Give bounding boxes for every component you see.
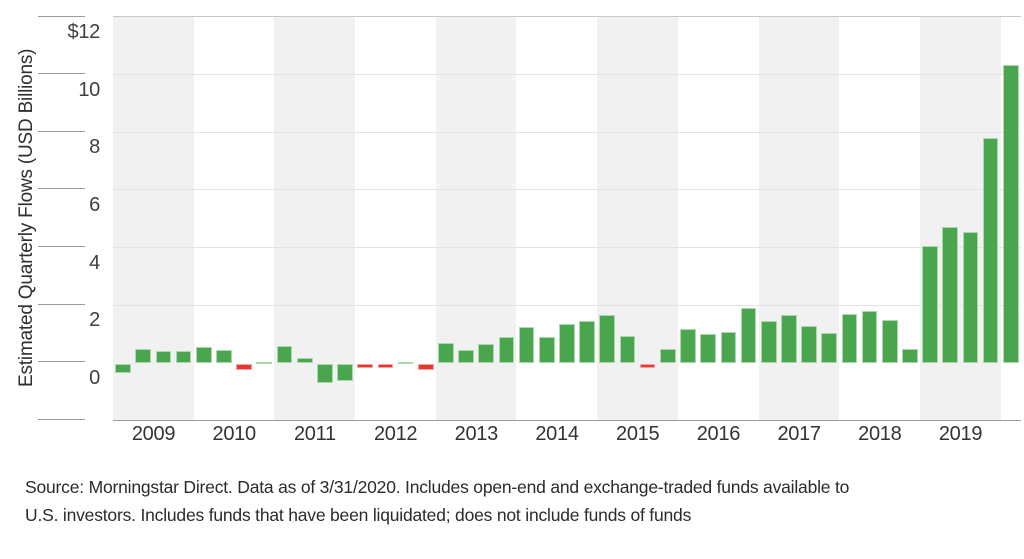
source-note: Source: Morningstar Direct. Data as of 3…: [25, 474, 1015, 529]
bar-2015-q1: [599, 315, 616, 363]
y-tick-10: [38, 73, 85, 75]
bar-2013-q3: [478, 344, 495, 363]
bar-2017-q1: [760, 321, 777, 363]
y-tick-2: [38, 303, 85, 305]
bar-2011-q4: [337, 364, 353, 382]
bar-2010-q4: [256, 361, 273, 364]
source-note-line-2: U.S. investors. Includes funds that have…: [25, 504, 692, 525]
y-tick-12: [38, 15, 85, 17]
y-tick-4: [38, 246, 85, 248]
bar-2012-q4: [417, 364, 434, 371]
y-tick-0: [38, 361, 85, 363]
bar-2018-q4: [902, 348, 918, 363]
bar-2015-q4: [659, 349, 676, 363]
bar-2017-q2: [781, 314, 797, 363]
bar-2010-q1: [195, 347, 212, 363]
bar-2012-q3: [397, 361, 414, 364]
bar-2014-q3: [559, 324, 575, 363]
x-axis-label-2016: 2016: [696, 423, 741, 445]
bar-2014-q4: [579, 321, 595, 363]
bar-2019-q3: [962, 231, 979, 363]
bar-2015-q3: [639, 364, 656, 369]
bar-2014-q2: [538, 337, 555, 363]
y-tick-label-2: 2: [89, 309, 100, 332]
y-tick-label-8: 8: [89, 136, 100, 159]
bar-2013-q2: [458, 350, 474, 363]
x-axis-label-2013: 2013: [454, 423, 499, 445]
bar-2010-q2: [216, 350, 232, 363]
bar-2017-q4: [821, 332, 838, 363]
bar-2018-q3: [881, 319, 898, 363]
y-tick-8: [38, 130, 85, 132]
bar-2010-q3: [236, 364, 252, 370]
y-tick-label-6: 6: [89, 193, 100, 216]
y-axis-title: Estimated Quarterly Flows (USD Billions): [16, 48, 37, 388]
bar-2015-q2: [619, 335, 636, 363]
bar-2019-q1: [922, 246, 938, 363]
bar-2013-q4: [498, 337, 515, 363]
bar-2016-q3: [720, 332, 737, 363]
bar-2014-q1: [518, 326, 535, 363]
source-note-line-1: Source: Morningstar Direct. Data as of 3…: [25, 477, 850, 497]
y-tick--2: [38, 419, 85, 421]
bar-2018-q1: [841, 313, 858, 363]
y-tick-label-12: $12: [67, 21, 101, 43]
bar-2016-q2: [700, 334, 716, 363]
x-axis-label-2014: 2014: [535, 423, 579, 445]
bar-2018-q2: [861, 311, 878, 363]
bar-2019-q2: [942, 227, 959, 363]
bar-2011-q3: [317, 364, 333, 383]
x-axis-label-2009: 2009: [131, 423, 176, 445]
x-axis-label-2015: 2015: [616, 423, 660, 445]
y-tick-label-0: 0: [89, 366, 100, 389]
x-axis-label-2018: 2018: [858, 423, 902, 445]
gridline-2: [113, 304, 1021, 306]
x-axis-label-2017: 2017: [777, 423, 821, 445]
x-axis-line: [113, 420, 1021, 421]
y-tick-label-4: 4: [89, 251, 100, 274]
bar-2012-q2: [377, 364, 394, 369]
bar-2009-q4: [175, 351, 192, 363]
bar-2012-q1: [357, 364, 374, 369]
x-axis-label-2010: 2010: [212, 423, 257, 445]
bar-2016-q1: [680, 329, 696, 363]
bar-2009-q1: [115, 364, 131, 373]
bar-2019-q4: [982, 138, 999, 363]
gridline-4: [113, 247, 1021, 249]
x-axis-label-2019: 2019: [938, 423, 983, 445]
bar-2011-q2: [296, 358, 313, 363]
x-axis-label-2011: 2011: [293, 423, 336, 445]
bar-2009-q3: [155, 350, 172, 363]
bar-2020-q1: [1002, 64, 1019, 363]
bar-2009-q2: [135, 348, 152, 363]
bar-2013-q1: [438, 342, 454, 363]
y-tick-label-10: 10: [78, 78, 100, 101]
y-tick-6: [38, 188, 85, 190]
bar-2017-q3: [801, 326, 817, 363]
gridline-10: [113, 74, 1021, 76]
plot-area: [113, 16, 1021, 421]
x-axis-label-2012: 2012: [373, 423, 418, 445]
bar-2011-q1: [276, 345, 293, 363]
gridline-6: [113, 189, 1021, 191]
gridline-8: [113, 131, 1021, 133]
bar-2016-q4: [740, 308, 757, 363]
